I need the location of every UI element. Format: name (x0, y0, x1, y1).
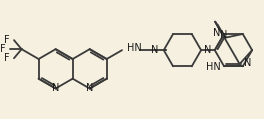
Text: HN: HN (127, 43, 142, 53)
Text: N: N (152, 45, 159, 55)
Text: F: F (4, 53, 10, 63)
Text: N: N (213, 28, 220, 38)
Text: HN: HN (206, 62, 221, 72)
Text: F: F (4, 35, 10, 45)
Text: N: N (244, 58, 251, 68)
Text: N: N (86, 84, 93, 94)
Text: N: N (220, 30, 227, 40)
Text: N: N (204, 45, 211, 55)
Text: F: F (0, 44, 6, 54)
Text: N: N (52, 84, 59, 94)
